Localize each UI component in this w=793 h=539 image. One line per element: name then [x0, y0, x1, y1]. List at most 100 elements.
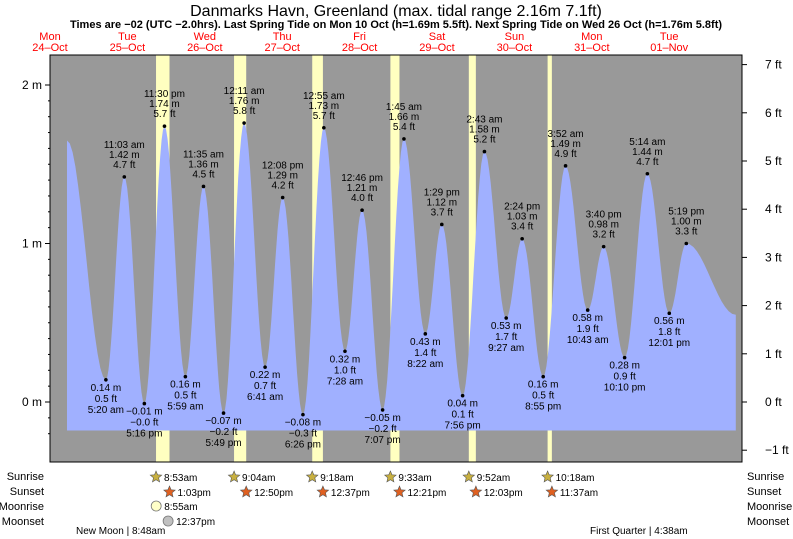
- tide-height-m: 0.58 m: [572, 313, 603, 324]
- tide-point: [162, 124, 167, 129]
- tide-height-m: 0.14 m: [91, 383, 122, 394]
- day-of-week-label: Sat: [429, 31, 446, 43]
- tide-point: [380, 408, 385, 412]
- tide-height-ft: 0.5 ft: [174, 391, 196, 402]
- tide-height-ft: 1.8 ft: [658, 327, 680, 338]
- tide-time: 12:46 pm: [341, 173, 383, 184]
- high-tide-label: 12:11 am1.76 m5.8 ft: [224, 86, 265, 117]
- row-label-right-moonset: Moonset: [747, 516, 789, 528]
- y-left-tick-label: 1 m: [22, 237, 42, 251]
- day-date-label: 27–Oct: [264, 42, 299, 54]
- low-tide-label: 0.14 m0.5 ft5:20 am: [88, 383, 124, 416]
- y-right-tick-label: 3 ft: [765, 250, 782, 264]
- sunrise-icon: [462, 470, 476, 483]
- high-tide-label: 5:19 pm1.00 m3.3 ft: [668, 207, 704, 238]
- sunset-icon: [239, 485, 253, 498]
- tide-time: 2:43 am: [466, 115, 502, 126]
- tide-point: [423, 332, 428, 336]
- tide-point: [439, 222, 444, 227]
- tide-height-ft: 4.9 ft: [554, 149, 576, 160]
- low-tide-label: 0.22 m0.7 ft6:41 am: [247, 370, 283, 403]
- sunset-icon: [469, 485, 483, 498]
- moonrise-time: 8:55am: [164, 502, 197, 513]
- tide-height-m: −0.07 m: [205, 416, 241, 427]
- day-date-label: 25–Oct: [110, 42, 145, 54]
- low-tide-label: −0.05 m−0.2 ft7:07 pm: [364, 413, 400, 446]
- tide-time: 5:20 am: [88, 405, 124, 416]
- high-tide-label: 2:24 pm1.03 m3.4 ft: [504, 202, 540, 233]
- tide-height-m: 1.12 m: [427, 197, 458, 208]
- high-tide-label: 12:08 pm1.29 m4.2 ft: [262, 161, 304, 192]
- tide-height-ft: 3.3 ft: [675, 227, 697, 238]
- tide-height-ft: 5.4 ft: [393, 122, 415, 133]
- tide-height-ft: 4.5 ft: [192, 169, 214, 180]
- y-left-tick-label: 2 m: [22, 78, 42, 92]
- day-of-week-label: Wed: [194, 31, 216, 43]
- tide-height-m: 0.16 m: [170, 380, 201, 391]
- tide-point: [360, 208, 364, 213]
- tide-time: 8:22 am: [407, 359, 443, 370]
- tide-time: 7:28 am: [327, 376, 363, 387]
- high-tide-label: 1:45 am1.66 m5.4 ft: [386, 102, 422, 133]
- tide-point: [322, 125, 326, 130]
- tide-height-m: −0.01 m: [126, 407, 162, 418]
- sunrise-icon: [305, 470, 319, 483]
- tide-height-ft: 5.2 ft: [473, 135, 495, 146]
- daylight-band: [468, 55, 476, 462]
- sunrise-icon: [383, 470, 397, 483]
- tide-height-ft: 0.1 ft: [451, 410, 473, 421]
- tide-point: [183, 374, 188, 379]
- tide-point: [301, 412, 305, 417]
- tide-height-m: 1.49 m: [550, 139, 581, 150]
- day-labels: Mon24–OctTue25–OctWed26–OctThu27–OctFri2…: [32, 31, 688, 54]
- tide-point: [122, 175, 127, 179]
- tide-height-m: 0.32 m: [330, 354, 361, 365]
- tide-height-ft: −0.0 ft: [130, 418, 158, 429]
- sunset-icon: [545, 485, 559, 498]
- tide-point: [520, 236, 524, 241]
- sunrise-time: 9:04am: [242, 473, 275, 484]
- first-quarter-label: First Quarter | 4:38am: [590, 526, 688, 537]
- row-label-right-sunrise: Sunrise: [747, 471, 784, 483]
- tide-point: [201, 184, 206, 189]
- tide-time: 1:29 pm: [424, 187, 460, 198]
- high-tide-label: 3:52 am1.49 m4.9 ft: [547, 129, 583, 160]
- sunset-icon: [316, 485, 330, 498]
- day-date-label: 24–Oct: [32, 42, 67, 54]
- tide-height-ft: 3.2 ft: [593, 230, 615, 241]
- tide-height-ft: 5.7 ft: [153, 109, 175, 120]
- day-of-week-label: Tue: [660, 31, 679, 43]
- tide-point: [460, 393, 465, 398]
- day-of-week-label: Mon: [39, 31, 60, 43]
- tide-height-ft: 0.5 ft: [95, 394, 117, 405]
- tide-height-m: 1.36 m: [188, 159, 219, 170]
- plot-border: [49, 54, 743, 463]
- tide-height-ft: 0.9 ft: [613, 372, 635, 383]
- row-label-left-moonset: Moonset: [2, 516, 44, 528]
- tide-point: [104, 378, 108, 382]
- day-date-label: 29–Oct: [419, 42, 454, 54]
- tide-time: 6:41 am: [247, 392, 283, 403]
- sunrise-time: 9:18am: [320, 473, 353, 484]
- daylight-band: [547, 55, 552, 462]
- tide-point: [645, 171, 650, 176]
- tide-time: 12:08 pm: [262, 161, 304, 172]
- day-of-week-label: Fri: [353, 31, 366, 43]
- sunrise-icon: [541, 470, 555, 483]
- tide-point: [280, 195, 285, 200]
- row-label-left-sunrise: Sunrise: [7, 471, 44, 483]
- tide-time: 6:26 pm: [285, 440, 321, 451]
- chart-subtitle: Times are −02 (UTC −2.0hrs). Last Spring…: [70, 19, 722, 31]
- high-tide-label: 11:30 pm1.74 m5.7 ft: [144, 89, 185, 120]
- tide-time: 1:45 am: [386, 102, 422, 113]
- tide-height-m: 0.28 m: [609, 361, 640, 372]
- tide-time: 8:55 pm: [525, 402, 561, 413]
- tide-height-m: 0.98 m: [588, 220, 619, 231]
- low-tide-label: 0.53 m1.7 ft9:27 am: [488, 321, 524, 354]
- y-right-tick-label: 4 ft: [765, 202, 782, 216]
- sunrise-time: 10:18am: [556, 473, 595, 484]
- tide-height-m: 1.21 m: [347, 183, 378, 194]
- tide-height-ft: 0.7 ft: [254, 381, 276, 392]
- tide-height-ft: −0.2 ft: [369, 424, 397, 435]
